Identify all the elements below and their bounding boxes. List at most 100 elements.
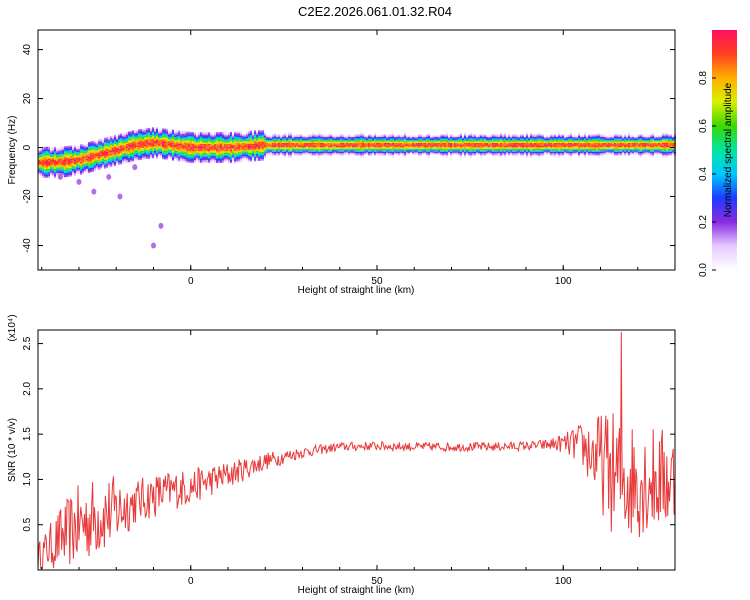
heatmap-cell xyxy=(100,159,102,161)
heatmap-cell xyxy=(374,144,376,146)
heatmap-cell xyxy=(272,141,274,143)
heatmap-cell xyxy=(266,135,268,138)
heatmap-cell xyxy=(408,151,410,154)
heatmap-cell xyxy=(446,145,448,148)
heatmap-cell xyxy=(142,137,144,140)
heatmap-cell xyxy=(386,139,388,142)
heatmap-cell xyxy=(280,147,282,149)
heatmap-cell xyxy=(156,145,158,147)
heatmap-cell xyxy=(52,148,54,150)
heatmap-cell xyxy=(552,153,554,155)
heatmap-cell xyxy=(368,134,370,136)
heatmap-cell xyxy=(74,158,76,160)
heatmap-cell xyxy=(146,128,148,130)
heatmap-cell xyxy=(332,147,334,149)
heatmap-cell xyxy=(288,138,290,140)
heatmap-cell xyxy=(354,139,356,142)
heatmap-cell xyxy=(118,159,120,161)
heatmap-cell xyxy=(184,131,186,133)
heatmap-cell xyxy=(498,137,500,139)
heatmap-cell xyxy=(406,150,408,152)
heatmap-cell xyxy=(252,136,254,138)
heatmap-cell xyxy=(200,152,202,155)
heatmap-cell xyxy=(276,141,278,143)
heatmap-cell xyxy=(560,142,562,145)
heatmap-cell xyxy=(74,146,76,148)
heatmap-cell xyxy=(140,158,142,160)
heatmap-cell xyxy=(114,138,116,140)
heatmap-cell xyxy=(534,145,536,148)
heatmap-cell xyxy=(102,161,104,164)
heatmap-cell xyxy=(254,159,256,162)
heatmap-cell xyxy=(376,145,378,148)
heatmap-cell xyxy=(262,151,264,154)
heatmap-cell xyxy=(482,139,484,142)
heatmap-cell xyxy=(600,142,602,145)
heatmap-cell xyxy=(186,160,188,163)
heatmap-cell xyxy=(244,156,246,158)
heatmap-cell xyxy=(54,146,56,149)
heatmap-cell xyxy=(552,138,554,140)
heatmap-cell xyxy=(306,137,308,139)
heatmap-cell xyxy=(172,159,174,161)
heatmap-cell xyxy=(526,153,528,155)
heatmap-cell xyxy=(386,148,388,151)
heatmap-cell xyxy=(82,170,84,172)
heatmap-cell xyxy=(286,145,288,148)
heatmap-cell xyxy=(86,151,88,153)
heatmap-cell xyxy=(464,134,466,136)
heatmap-cell xyxy=(628,139,630,142)
heatmap-cell xyxy=(84,151,86,154)
heatmap-cell xyxy=(232,156,234,159)
heatmap-cell xyxy=(130,150,132,152)
heatmap-cell xyxy=(112,163,114,166)
heatmap-cell xyxy=(294,148,296,151)
heatmap-cell xyxy=(214,145,216,147)
heatmap-cell xyxy=(158,130,160,133)
heatmap-cell xyxy=(548,148,550,151)
heatmap-cell xyxy=(406,139,408,142)
heatmap-cell xyxy=(302,137,304,139)
heatmap-cell xyxy=(182,152,184,155)
heatmap-cell xyxy=(574,151,576,154)
heatmap-cell xyxy=(580,148,582,151)
heatmap-cell xyxy=(168,146,170,149)
heatmap-cell xyxy=(376,148,378,151)
heatmap-cell xyxy=(364,150,366,152)
heatmap-cell xyxy=(442,156,444,158)
heatmap-cell xyxy=(324,141,326,143)
heatmap-cell xyxy=(436,138,438,140)
heatmap-cell xyxy=(72,168,74,171)
heatmap-cell xyxy=(70,167,72,170)
heatmap-cell xyxy=(606,135,608,138)
heatmap-cell xyxy=(518,150,520,152)
heatmap-cell xyxy=(446,154,448,157)
heatmap-cell xyxy=(104,140,106,143)
heatmap-cell xyxy=(214,161,216,163)
heatmap-cell xyxy=(96,142,98,145)
heatmap-cell xyxy=(512,150,514,152)
heatmap-cell xyxy=(374,138,376,140)
heatmap-cell xyxy=(396,142,398,145)
heatmap-cell xyxy=(118,154,120,157)
heatmap-cell xyxy=(448,141,450,143)
heatmap-cell xyxy=(564,141,566,143)
heatmap-cell xyxy=(276,151,278,154)
heatmap-cell xyxy=(172,131,174,133)
heatmap-cell xyxy=(274,139,276,142)
heatmap-cell xyxy=(354,147,356,149)
heatmap-cell xyxy=(576,135,578,138)
heatmap-cell xyxy=(444,154,446,157)
heatmap-cell xyxy=(620,153,622,155)
heatmap-cell xyxy=(128,137,130,139)
heatmap-cell xyxy=(196,139,198,141)
heatmap-cell xyxy=(342,150,344,152)
heatmap-cell xyxy=(54,170,56,172)
heatmap-cell xyxy=(58,149,60,152)
heatmap-cell xyxy=(218,161,220,163)
heatmap-cell xyxy=(76,153,78,156)
heatmap-cell xyxy=(510,139,512,142)
heatmap-cell xyxy=(480,138,482,140)
heatmap-cell xyxy=(374,139,376,142)
heatmap-cell xyxy=(434,153,436,155)
